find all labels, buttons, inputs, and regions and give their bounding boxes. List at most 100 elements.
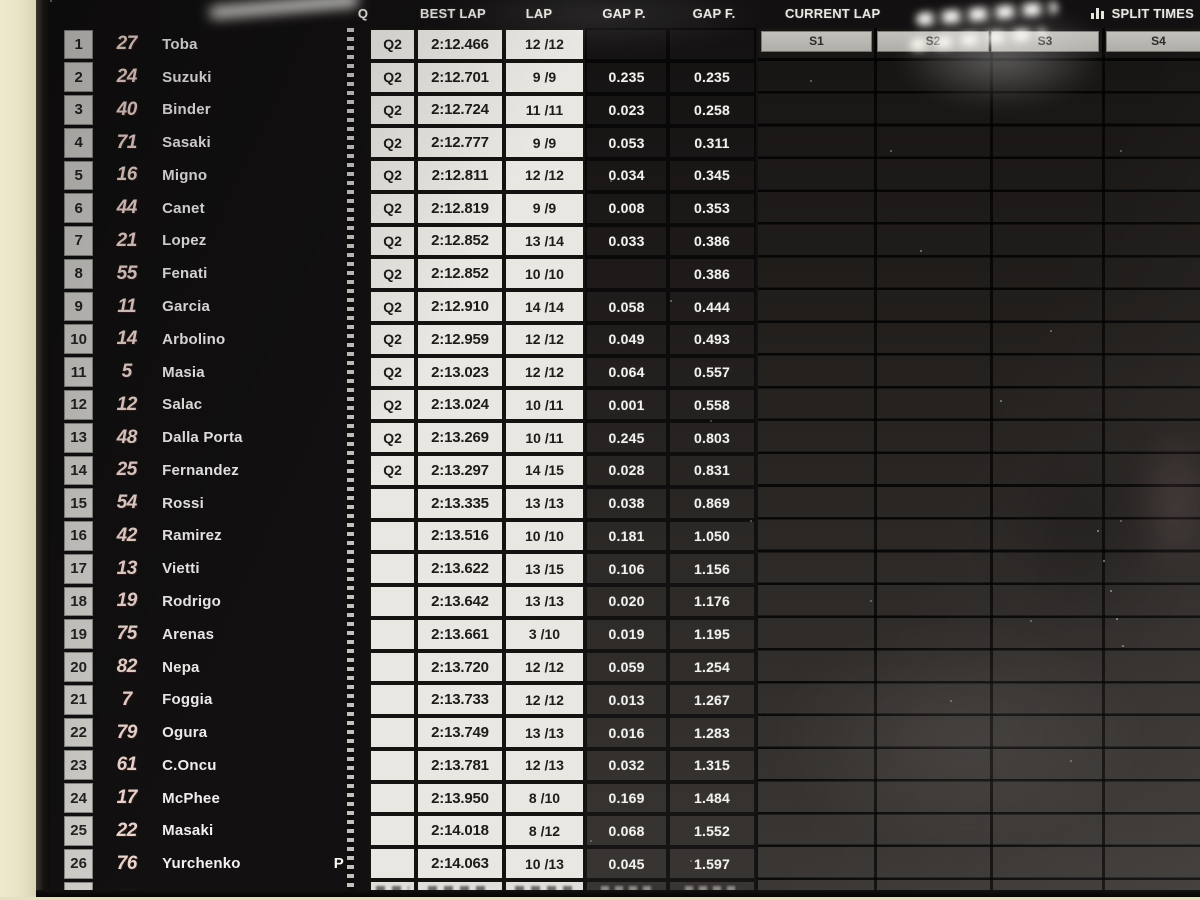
rider-name: Sasaki <box>162 134 211 152</box>
col-header-lap: LAP <box>525 6 553 21</box>
rider-name: Lopez <box>162 232 207 250</box>
col-header-split-times: SPLIT TIMES <box>1044 4 1198 24</box>
rider-number: 27 <box>116 33 138 55</box>
split-grid-rowlines <box>758 28 1200 890</box>
position-cell: 6 <box>64 193 94 224</box>
rider-name: Garcia <box>162 298 211 316</box>
row-spacer <box>352 847 370 880</box>
gap-first-cell: 1.267 <box>668 683 756 717</box>
rider-name: Migno <box>162 166 208 184</box>
best-lap-cell: 2:13.733 <box>416 683 504 717</box>
table-row: 5 16 Migno Q2 2:12.811 12 /12 0.034 0.34… <box>64 159 756 192</box>
perforation-strip <box>347 28 354 890</box>
pit-flag <box>326 880 351 890</box>
lap-count-cell: 9 /9 <box>503 191 586 225</box>
row-spacer <box>352 159 370 192</box>
position-cell: 5 <box>64 160 94 191</box>
gap-first-cell: 1.176 <box>668 585 756 618</box>
gap-prev-cell: 0.008 <box>585 191 669 225</box>
position-cell: 2 <box>64 62 94 93</box>
row-spacer <box>352 716 370 749</box>
bar-chart-icon <box>1090 5 1106 25</box>
gap-first-cell: 0.831 <box>668 454 756 487</box>
gap-first-cell: 1.552 <box>668 814 756 848</box>
gap-first-cell: 0.869 <box>668 486 756 520</box>
best-lap-cell: 2:13.335 <box>416 486 504 520</box>
rider-name: Rodrigo <box>162 592 222 610</box>
best-lap-cell: 2:13.269 <box>416 421 504 454</box>
pit-flag <box>326 388 351 421</box>
dust-specks <box>50 0 52 2</box>
pit-flag <box>326 257 351 290</box>
lap-count-cell: 3 /10 <box>503 617 586 651</box>
rider-number: 75 <box>116 623 138 645</box>
position-cell: 15 <box>64 488 94 519</box>
row-spacer <box>352 585 370 618</box>
monitor-bezel-bottom <box>36 890 1200 897</box>
lap-count-cell: 10 /10 <box>503 519 586 553</box>
lap-count-cell: 8 /12 <box>503 814 586 848</box>
gap-prev-cell: 0.049 <box>585 322 669 356</box>
best-lap-cell: 2:13.024 <box>416 388 504 422</box>
position-cell: 8 <box>64 258 94 289</box>
row-spacer <box>352 552 370 585</box>
gap-first-cell: 1.195 <box>668 617 756 651</box>
position-cell: 3 <box>64 95 94 125</box>
position-cell: 7 <box>64 226 94 256</box>
gap-prev-cell <box>585 880 669 890</box>
gap-prev-cell: 0.106 <box>585 552 669 586</box>
q-session-cell <box>369 880 416 890</box>
position-cell: 25 <box>64 815 94 846</box>
gap-prev-cell: 0.032 <box>585 748 669 782</box>
lap-count-cell: 10 /11 <box>503 421 586 454</box>
table-row: 1 27 Toba Q2 2:12.466 12 /12 <box>64 28 756 61</box>
gap-prev-cell: 0.181 <box>585 519 669 553</box>
gap-first-cell: 0.558 <box>668 388 756 422</box>
rider-number: 13 <box>116 557 138 579</box>
pit-flag <box>326 749 351 782</box>
q-session-cell: Q2 <box>369 454 416 487</box>
position-cell: 12 <box>64 389 94 420</box>
q-session-cell: Q2 <box>369 421 416 454</box>
q-session-cell <box>369 650 416 684</box>
split-times-label: SPLIT TIMES <box>1111 6 1194 21</box>
pit-flag <box>326 782 351 815</box>
pit-flag <box>326 192 351 225</box>
best-lap-cell: 2:12.466 <box>416 28 504 61</box>
pit-flag <box>326 225 351 258</box>
row-spacer <box>352 126 370 159</box>
rider-number: 14 <box>116 328 138 350</box>
rider-number <box>103 880 150 890</box>
row-spacer <box>352 28 370 61</box>
best-lap-cell: 2:12.819 <box>416 191 504 225</box>
sector-header-s2: S2 <box>877 31 989 52</box>
lap-count-cell: 14 /15 <box>503 454 586 487</box>
q-session-cell <box>369 847 416 881</box>
row-spacer <box>352 192 370 225</box>
gap-first-cell: 0.345 <box>668 159 756 192</box>
best-lap-cell: 2:13.297 <box>416 454 504 487</box>
rider-number: 5 <box>121 361 133 383</box>
rider-number: 54 <box>116 492 138 514</box>
table-row: 4 71 Sasaki Q2 2:12.777 9 /9 0.053 0.311 <box>64 126 756 160</box>
row-spacer <box>352 356 370 389</box>
position-cell: 10 <box>64 324 94 355</box>
q-session-cell: Q2 <box>369 257 416 291</box>
gap-first-cell: 1.254 <box>668 650 756 684</box>
gap-first-cell: 1.315 <box>668 748 756 782</box>
table-row: 16 42 Ramirez 2:13.516 10 /10 0.181 1.05… <box>64 519 756 553</box>
rider-name: Arenas <box>162 625 215 643</box>
q-session-cell: Q2 <box>369 28 416 61</box>
gap-first-cell: 1.050 <box>668 519 756 553</box>
rider-name: Dalla Porta <box>162 429 243 447</box>
row-spacer <box>352 454 370 487</box>
rider-name: Ramirez <box>162 527 222 545</box>
lap-count-cell: 10 /10 <box>503 257 586 291</box>
best-lap-cell: 2:13.720 <box>416 650 504 684</box>
position-cell: 17 <box>64 553 94 584</box>
position-cell: 16 <box>64 521 94 551</box>
position-cell: 4 <box>64 127 94 158</box>
position-cell: 22 <box>64 717 94 748</box>
gap-prev-cell: 0.020 <box>585 585 669 618</box>
best-lap-cell <box>416 880 504 890</box>
